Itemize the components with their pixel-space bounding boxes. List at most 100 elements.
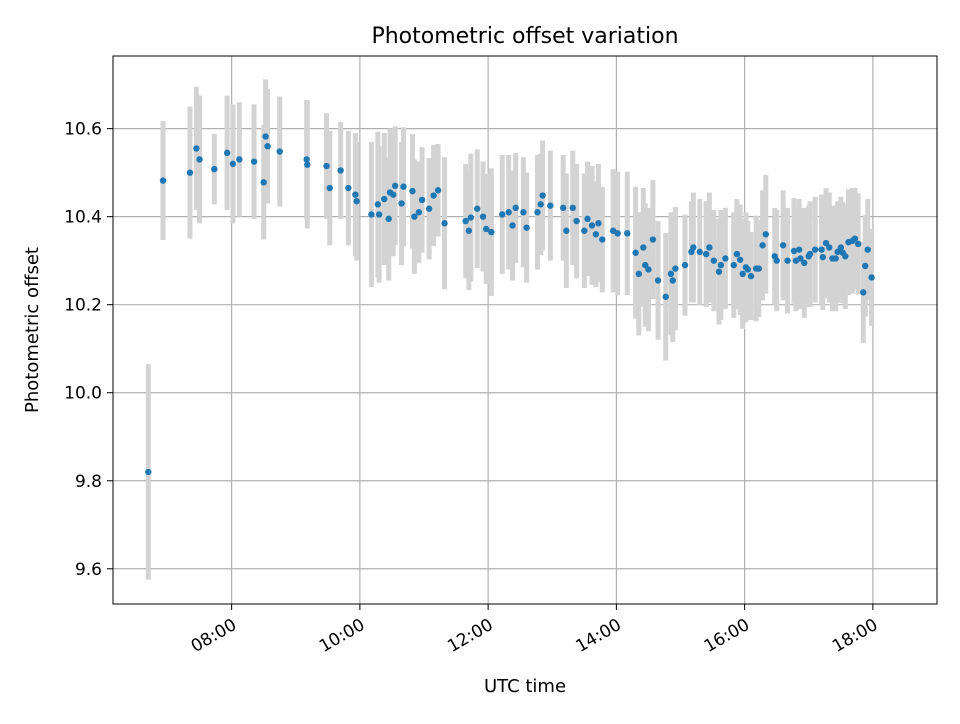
data-point — [592, 231, 600, 238]
data-point — [211, 165, 218, 173]
data-point — [654, 277, 662, 284]
data-point — [747, 272, 755, 280]
y-axis-label: Photometric offset — [22, 247, 43, 413]
y-tick-label: 10.2 — [64, 296, 102, 316]
y-tick-label: 9.8 — [75, 472, 102, 492]
data-point — [715, 268, 723, 275]
data-point — [196, 156, 203, 163]
data-point — [837, 244, 845, 251]
data-point — [390, 191, 397, 198]
data-point — [520, 209, 527, 216]
data-point — [375, 211, 383, 218]
plot-frame — [112, 55, 938, 605]
data-point — [425, 205, 433, 212]
data-point — [710, 257, 718, 264]
data-point — [811, 246, 819, 253]
data-point — [773, 257, 780, 264]
data-point — [868, 274, 875, 281]
data-point — [264, 143, 271, 150]
data-point — [584, 215, 591, 223]
data-point — [236, 156, 243, 163]
data-point — [672, 265, 679, 272]
data-point — [250, 158, 258, 165]
data-point — [345, 184, 352, 192]
data-point — [400, 183, 407, 190]
data-point — [595, 220, 602, 227]
data-point — [547, 202, 554, 209]
data-point — [739, 270, 746, 278]
data-point — [860, 289, 867, 296]
data-point — [409, 187, 416, 195]
data-point — [779, 242, 787, 249]
data-point — [352, 191, 359, 198]
data-point — [669, 277, 677, 284]
data-point — [223, 149, 231, 157]
data-point — [702, 250, 710, 258]
data-point — [483, 225, 490, 233]
data-point — [690, 244, 697, 251]
chart-title: Photometric offset variation — [371, 24, 678, 49]
data-point — [662, 293, 669, 300]
data-point — [523, 224, 530, 231]
data-point — [599, 236, 606, 243]
data-point — [681, 261, 689, 269]
data-point — [832, 255, 839, 262]
y-tick-label: 9.6 — [75, 560, 102, 580]
x-axis-label: UTC time — [484, 676, 566, 697]
data-point — [411, 213, 418, 220]
data-point — [353, 198, 360, 205]
data-point — [736, 256, 744, 263]
data-point — [864, 246, 871, 253]
y-tick-label: 10.0 — [64, 384, 102, 404]
data-point — [193, 145, 200, 152]
data-point — [733, 250, 741, 258]
data-point — [801, 259, 808, 267]
data-point — [834, 248, 841, 256]
data-point — [645, 266, 652, 273]
data-point — [159, 177, 167, 184]
data-point — [368, 211, 375, 218]
data-point — [806, 250, 814, 258]
data-point — [418, 196, 426, 204]
data-point — [276, 148, 283, 155]
data-point — [559, 204, 567, 212]
data-point — [762, 231, 769, 238]
data-point — [795, 246, 803, 253]
data-point — [722, 255, 729, 262]
data-point — [391, 182, 399, 190]
data-point — [374, 201, 382, 208]
data-point — [569, 204, 576, 212]
data-point — [563, 227, 570, 234]
data-point — [534, 209, 541, 216]
data-point — [229, 160, 237, 168]
data-point — [818, 246, 825, 253]
data-point — [819, 253, 827, 261]
data-point — [826, 244, 833, 251]
data-point — [505, 209, 512, 216]
data-point — [706, 244, 713, 251]
data-point — [479, 213, 487, 220]
data-point — [462, 217, 469, 225]
data-point — [581, 227, 588, 234]
data-point — [467, 214, 475, 221]
data-point — [323, 162, 330, 170]
data-point — [186, 169, 194, 176]
data-point — [632, 249, 639, 256]
data-point — [145, 468, 152, 476]
data-point — [430, 192, 437, 199]
data-point — [465, 227, 473, 234]
data-point — [642, 261, 649, 269]
data-point — [303, 156, 310, 163]
data-point — [851, 235, 859, 242]
data-point — [649, 236, 657, 243]
data-point — [588, 222, 596, 229]
data-point — [640, 244, 647, 251]
y-axis-ticks: 9.6 9.8 10.0 10.2 10.4 10.6 — [64, 120, 113, 580]
data-point — [717, 261, 725, 269]
data-point — [797, 255, 804, 262]
data-point — [755, 265, 762, 272]
data-point — [614, 230, 621, 237]
